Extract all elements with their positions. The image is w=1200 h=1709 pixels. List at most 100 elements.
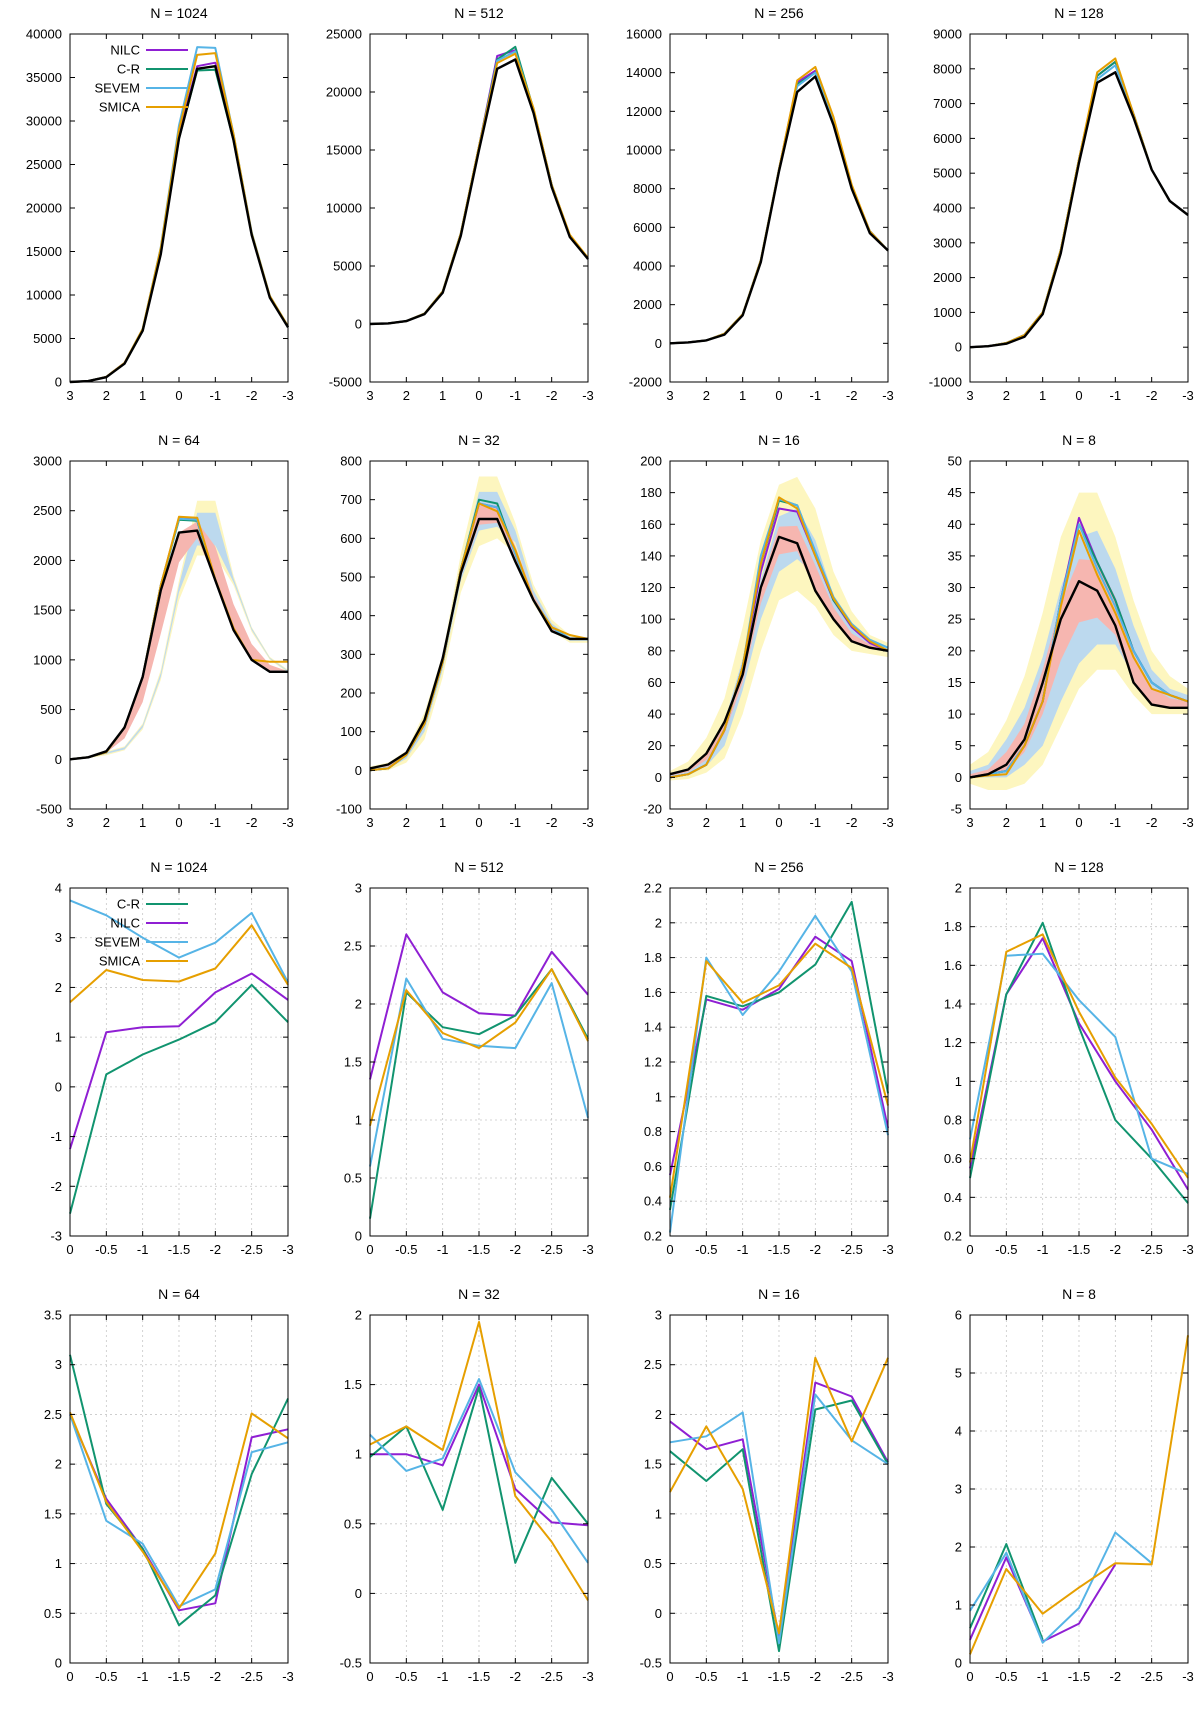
y-tick-label: 1.5 [344, 1055, 362, 1070]
x-tick-label: -1.5 [1068, 1669, 1090, 1684]
series-c-r-line [969, 60, 1189, 349]
chart-10: N = 512 0 0.5 1 1.5 2 2.5 3 0 -0.5 -1 -1.5 -2 -2.5 -3 [344, 859, 594, 1257]
series-smica-line [969, 57, 1189, 349]
y-tick-label: 10000 [326, 201, 362, 216]
x-tick-label: -1.5 [768, 1242, 790, 1257]
x-tick-label: 0 [666, 1669, 673, 1684]
series-nilc-line [69, 1414, 289, 1612]
y-tick-label: 0.5 [344, 1171, 362, 1186]
x-tick-label: -1 [137, 1242, 149, 1257]
y-tick-label: 1.4 [644, 1020, 662, 1035]
y-tick-label: 2.5 [644, 1357, 662, 1372]
y-tick-label: 35000 [26, 70, 62, 85]
x-tick-label: 0 [175, 388, 182, 403]
y-tick-label: 140 [640, 548, 662, 563]
y-tick-label: 0.5 [644, 1556, 662, 1571]
series-smica-line [969, 1335, 1189, 1655]
legend-label: C-R [117, 62, 140, 77]
series-c-r-line [669, 71, 889, 345]
x-tick-label: -1 [810, 388, 822, 403]
x-tick-label: -3 [282, 815, 294, 830]
y-tick-label: 2 [55, 1457, 62, 1472]
y-tick-label: 6000 [633, 220, 662, 235]
series-smica-line [369, 968, 589, 1127]
y-tick-label: 2.5 [44, 1407, 62, 1422]
y-tick-label: 0 [955, 770, 962, 785]
x-tick-label: -0.5 [95, 1242, 117, 1257]
chart-title: N = 1024 [150, 859, 207, 875]
y-tick-label: 1500 [33, 603, 62, 618]
legend-label: NILC [110, 916, 140, 931]
y-tick-label: 35 [948, 548, 962, 563]
y-tick-label: 4000 [633, 259, 662, 274]
chart-3: N = 256 -2000 0 2000 4000 6000 8000 10000 12000 1… [626, 5, 894, 403]
y-tick-label: 0 [655, 1606, 662, 1621]
y-tick-label: 800 [340, 454, 362, 469]
series-sevem-line [969, 1531, 1153, 1644]
y-tick-label: 0 [55, 1656, 62, 1671]
y-tick-label: 5000 [33, 331, 62, 346]
y-tick-label: 1.5 [644, 1457, 662, 1472]
outer-band [370, 476, 588, 771]
x-tick-label: 2 [1003, 815, 1010, 830]
y-tick-label: 700 [340, 492, 362, 507]
x-tick-label: 3 [966, 815, 973, 830]
y-tick-label: 2000 [33, 553, 62, 568]
x-tick-label: -2 [546, 815, 558, 830]
series-smica-line [969, 529, 1189, 779]
chart-title: N = 16 [758, 432, 800, 448]
x-tick-label: -3 [1182, 1242, 1194, 1257]
chart-15: N = 16 -0.5 0 0.5 1 1.5 2 2.5 3 0 -0.5 -1 -1.5 -2 -2.5… [640, 1286, 894, 1684]
y-tick-label: 1 [55, 1030, 62, 1045]
x-tick-label: 0 [66, 1242, 73, 1257]
y-tick-label: 20000 [26, 201, 62, 216]
x-tick-label: -3 [882, 1242, 894, 1257]
chart-4: N = 128 -1000 0 1000 2000 3000 4000 5000 6000 700… [929, 5, 1194, 403]
y-tick-label: 40 [948, 517, 962, 532]
plot-frame [969, 33, 1189, 383]
y-tick-label: 0.4 [944, 1190, 962, 1205]
y-tick-label: -0.5 [640, 1656, 662, 1671]
y-tick-label: 3 [55, 930, 62, 945]
series-sevem-line [969, 523, 1189, 779]
y-tick-label: 2.5 [344, 939, 362, 954]
x-tick-label: 3 [666, 388, 673, 403]
x-tick-label: 3 [66, 388, 73, 403]
y-tick-label: 5 [955, 738, 962, 753]
x-tick-label: -2.5 [1140, 1669, 1162, 1684]
x-tick-label: -1 [137, 1669, 149, 1684]
chart-title: N = 128 [1054, 5, 1104, 21]
y-tick-label: 0 [355, 1229, 362, 1244]
series-mean-line [69, 529, 288, 761]
x-tick-label: 2 [403, 815, 410, 830]
x-tick-label: -3 [282, 1669, 294, 1684]
y-tick-label: -3 [50, 1229, 62, 1244]
x-tick-label: 0 [475, 815, 482, 830]
y-tick-label: 1 [655, 1506, 662, 1521]
y-tick-label: 3 [355, 881, 362, 896]
y-tick-label: 120 [640, 580, 662, 595]
chart-14: N = 32 -0.5 0 0.5 1 1.5 2 0 -0.5 -1 -1.5 -2 -2.5 -3 [340, 1286, 594, 1684]
y-tick-label: 400 [340, 608, 362, 623]
chart-title: N = 64 [158, 1286, 200, 1302]
chart-title: N = 256 [754, 5, 804, 21]
x-tick-label: 1 [439, 388, 446, 403]
y-tick-label: 25000 [26, 157, 62, 172]
x-tick-label: -3 [1182, 1669, 1194, 1684]
y-tick-label: 30000 [26, 114, 62, 129]
series-mean-line [369, 517, 588, 770]
y-tick-label: 20 [648, 738, 662, 753]
series-c-r-line [69, 1354, 289, 1627]
series-nilc-line [369, 933, 589, 1080]
x-tick-label: -1 [810, 815, 822, 830]
y-tick-label: 1.5 [44, 1506, 62, 1521]
y-tick-label: 2500 [33, 503, 62, 518]
y-tick-label: 10000 [26, 288, 62, 303]
series-nilc-line [69, 972, 289, 1150]
series-smica-line [669, 1356, 889, 1635]
x-tick-label: -2 [810, 1242, 822, 1257]
series-sevem-line [969, 64, 1189, 349]
series-smica-line [69, 1412, 289, 1610]
y-tick-label: -5000 [329, 375, 362, 390]
